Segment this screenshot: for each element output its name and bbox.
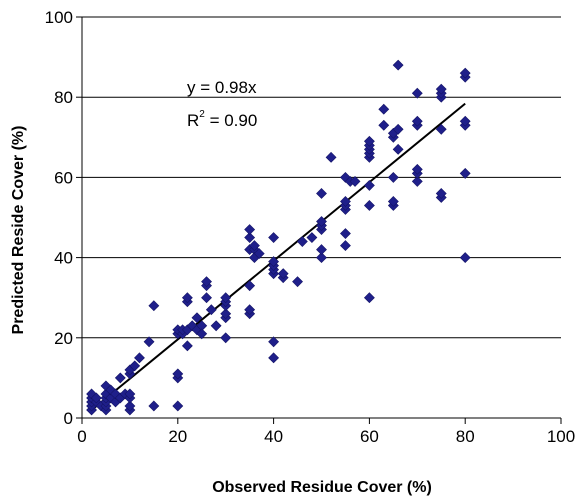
y-tick-label: 80 (54, 88, 73, 107)
data-point (196, 328, 208, 340)
x-tick-label: 20 (168, 427, 187, 446)
y-tick-label: 0 (64, 409, 73, 428)
tick-labels: 0 20 40 60 80 100 0 20 40 60 80 100 (45, 8, 576, 446)
data-point (435, 188, 447, 199)
data-point (205, 304, 217, 316)
y-tick-label: 20 (54, 329, 73, 348)
data-point (316, 244, 327, 256)
data-point (181, 292, 193, 304)
r-squared-prefix: R (187, 111, 199, 130)
axes (76, 16, 562, 424)
data-point (378, 103, 390, 115)
data-point (220, 308, 232, 320)
data-point (340, 240, 351, 251)
data-point (220, 292, 232, 304)
data-point (316, 188, 327, 199)
data-point (340, 228, 351, 239)
x-tick-label: 80 (456, 427, 475, 446)
data-point (134, 352, 145, 364)
data-point (392, 59, 404, 71)
data-point (292, 276, 303, 288)
data-point (411, 175, 423, 187)
data-point (340, 196, 351, 207)
x-tick-label: 100 (547, 427, 575, 446)
y-tick-label: 60 (54, 168, 73, 187)
data-point (124, 388, 136, 400)
data-point (268, 256, 280, 268)
data-point (172, 400, 184, 412)
data-point (411, 115, 423, 127)
y-axis-title: Predicted Reside Cover (%) (10, 126, 27, 335)
data-point (181, 340, 193, 352)
data-point (363, 292, 375, 304)
data-point (411, 163, 423, 175)
data-point (114, 372, 126, 384)
data-points (86, 59, 471, 416)
data-point (459, 252, 471, 264)
r-squared-label: R2 = 0.90 (187, 109, 257, 130)
data-point (244, 280, 256, 292)
x-tick-label: 40 (264, 427, 283, 446)
data-point (268, 352, 280, 364)
data-point (392, 143, 404, 155)
data-point (459, 167, 471, 179)
data-point (387, 196, 399, 207)
data-point (459, 115, 471, 127)
x-axis-title: Observed Residue Cover (%) (212, 479, 432, 496)
data-point (244, 304, 256, 316)
data-point (459, 67, 471, 79)
data-point (387, 171, 399, 183)
data-point (148, 400, 160, 412)
data-point (378, 119, 390, 131)
data-point (325, 151, 337, 163)
data-point (172, 368, 184, 380)
data-point (191, 312, 203, 324)
data-point (249, 240, 260, 251)
data-point (363, 200, 375, 211)
y-tick-label: 40 (54, 249, 73, 268)
data-point (316, 252, 327, 264)
data-point (268, 336, 280, 348)
trendline (90, 102, 466, 411)
data-point (316, 216, 327, 227)
data-point (268, 232, 280, 243)
data-point (244, 224, 256, 235)
data-point (306, 232, 318, 243)
x-tick-label: 0 (77, 427, 86, 446)
data-point (220, 332, 232, 344)
data-point (363, 179, 375, 191)
y-tick-label: 100 (45, 8, 73, 27)
data-point (392, 123, 404, 135)
data-point (411, 87, 423, 99)
data-point (435, 123, 447, 135)
r-squared-value: = 0.90 (205, 111, 257, 130)
trendline-group (90, 102, 466, 411)
data-point (148, 300, 160, 312)
x-tick-label: 60 (360, 427, 379, 446)
r-squared-exponent: 2 (199, 109, 205, 120)
data-point (244, 232, 256, 243)
data-point (90, 392, 102, 404)
data-point (363, 135, 375, 147)
data-point (277, 268, 289, 280)
data-point (435, 83, 447, 95)
equation-label: y = 0.98x (187, 78, 257, 97)
data-point (296, 236, 308, 247)
data-point (349, 175, 361, 187)
data-point (253, 248, 265, 260)
data-point (129, 360, 141, 372)
data-point (143, 336, 155, 348)
data-point (201, 292, 212, 304)
data-point (210, 320, 222, 332)
data-point (201, 276, 212, 288)
gridlines (82, 16, 561, 339)
data-point (124, 400, 136, 412)
